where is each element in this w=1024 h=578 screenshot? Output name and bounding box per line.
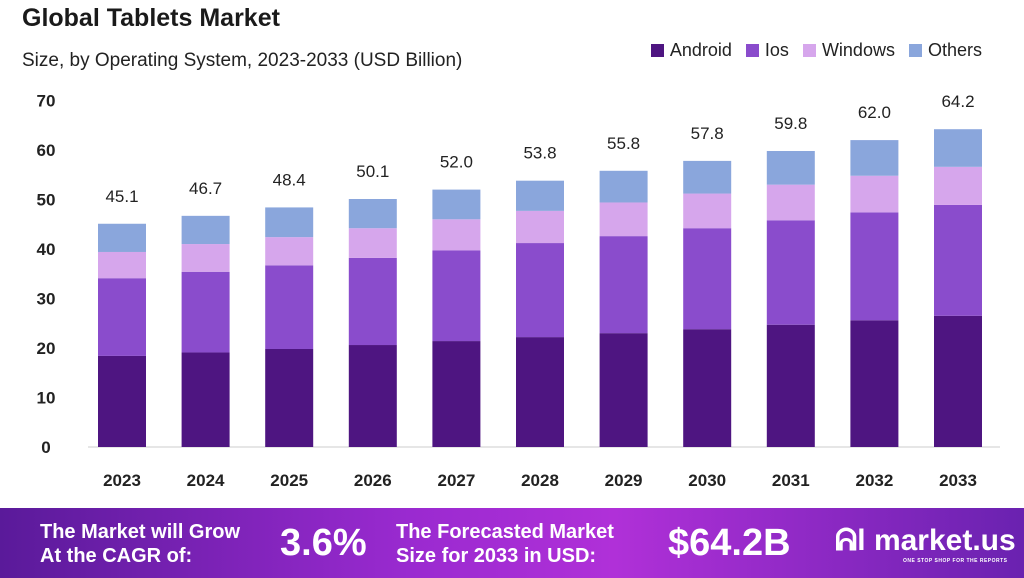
bar-segment-others (181, 215, 230, 245)
y-tick-label: 30 (37, 290, 56, 309)
bar-segment-windows (934, 166, 982, 205)
bar-segment-others (766, 150, 815, 185)
forecast-value: $64.2B (668, 522, 791, 564)
legend-item-others: Others (908, 40, 982, 61)
total-data-label: 52.0 (440, 153, 473, 172)
x-tick-label: 2026 (354, 471, 392, 490)
total-data-label: 46.7 (189, 179, 222, 198)
bar-segment-ios (98, 278, 146, 356)
total-data-label: 57.8 (691, 124, 724, 143)
total-data-label: 53.8 (523, 144, 556, 163)
legend-label: Windows (821, 40, 895, 60)
bar-segment-others (599, 170, 648, 203)
market-us-logo: ᕱl market.us (835, 524, 1016, 557)
bar-segment-android (348, 345, 397, 447)
legend-swatch (650, 44, 664, 57)
chart-subtitle: Size, by Operating System, 2023-2033 (US… (22, 50, 463, 71)
bar-segment-others (432, 189, 481, 220)
bar-segment-others (98, 223, 146, 252)
bar-segment-others (850, 140, 899, 176)
x-tick-label: 2025 (270, 471, 308, 490)
total-data-label: 48.4 (273, 170, 306, 189)
cagr-label: The Market will Grow At the CAGR of: (40, 521, 241, 567)
bar-segment-ios (850, 212, 899, 321)
bar-segment-windows (516, 210, 564, 244)
x-tick-label: 2027 (437, 471, 475, 490)
x-tick-label: 2029 (605, 471, 643, 490)
y-tick-label: 0 (41, 438, 50, 457)
bar-segment-ios (683, 228, 732, 330)
legend-swatch (745, 44, 759, 57)
total-data-label: 64.2 (941, 92, 974, 111)
stacked-bar-chart: 01020304050607045.1202346.7202448.420255… (37, 92, 1000, 490)
bar-segment-android (599, 333, 648, 447)
bar-segment-ios (934, 204, 982, 316)
legend-item-windows: Windows (802, 40, 895, 61)
bar-segment-others (348, 199, 397, 229)
x-tick-label: 2023 (103, 471, 141, 490)
bar-segment-android (516, 337, 564, 447)
y-tick-label: 50 (37, 191, 56, 210)
bar-segment-windows (683, 193, 732, 229)
bar-segment-android (265, 348, 314, 447)
bar-segment-android (683, 329, 732, 447)
logo-tagline: ONE STOP SHOP FOR THE REPORTS (903, 558, 1008, 564)
legend: Android Ios Windows Others (650, 40, 982, 61)
cagr-value: 3.6% (280, 522, 367, 564)
bar-segment-ios (516, 243, 564, 338)
y-tick-label: 70 (37, 92, 56, 111)
footer-banner: The Market will Grow At the CAGR of: 3.6%… (0, 508, 1024, 578)
total-data-label: 45.1 (105, 187, 138, 206)
bar-segment-ios (348, 257, 397, 346)
legend-label: Ios (764, 40, 789, 60)
bar-segment-android (432, 341, 481, 447)
bar-segment-windows (850, 175, 899, 213)
y-tick-label: 20 (37, 339, 56, 358)
chart-title: Global Tablets Market (22, 4, 280, 32)
legend-label: Others (927, 40, 982, 60)
x-tick-label: 2031 (772, 471, 810, 490)
legend-swatch (802, 44, 816, 57)
bar-segment-android (181, 352, 230, 447)
x-tick-label: 2033 (939, 471, 977, 490)
bar-segment-ios (432, 250, 481, 342)
x-tick-label: 2024 (187, 471, 225, 490)
logo-icon: ᕱl (835, 524, 874, 557)
bar-segment-others (934, 129, 982, 167)
bar-segment-ios (766, 220, 815, 325)
legend-label: Android (669, 40, 732, 60)
bar-segment-windows (432, 219, 481, 251)
bar-segment-ios (265, 265, 314, 349)
bar-segment-windows (265, 237, 314, 266)
bar-segment-android (850, 320, 899, 447)
bar-segment-android (934, 315, 982, 447)
bar-segment-others (516, 180, 564, 211)
bar-segment-windows (599, 202, 648, 237)
bar-segment-windows (98, 251, 146, 279)
y-tick-label: 60 (37, 141, 56, 160)
total-data-label: 62.0 (858, 103, 891, 122)
bar-segment-windows (348, 228, 397, 258)
bar-segment-others (265, 207, 314, 238)
legend-item-ios: Ios (745, 40, 789, 61)
total-data-label: 50.1 (356, 162, 389, 181)
bar-segment-android (766, 324, 815, 447)
legend-swatch (908, 44, 922, 57)
legend-item-android: Android (650, 40, 732, 61)
bar-segment-android (98, 355, 146, 447)
total-data-label: 55.8 (607, 134, 640, 153)
x-tick-label: 2028 (521, 471, 559, 490)
total-data-label: 59.8 (774, 114, 807, 133)
bar-segment-others (683, 160, 732, 194)
forecast-label: The Forecasted Market Size for 2033 in US… (396, 521, 614, 567)
bar-segment-windows (766, 184, 815, 221)
bar-segment-ios (181, 271, 230, 353)
bar-segment-ios (599, 236, 648, 334)
x-tick-label: 2030 (688, 471, 726, 490)
y-tick-label: 40 (37, 240, 56, 259)
bar-segment-windows (181, 244, 230, 272)
x-tick-label: 2032 (855, 471, 893, 490)
y-tick-label: 10 (37, 389, 56, 408)
